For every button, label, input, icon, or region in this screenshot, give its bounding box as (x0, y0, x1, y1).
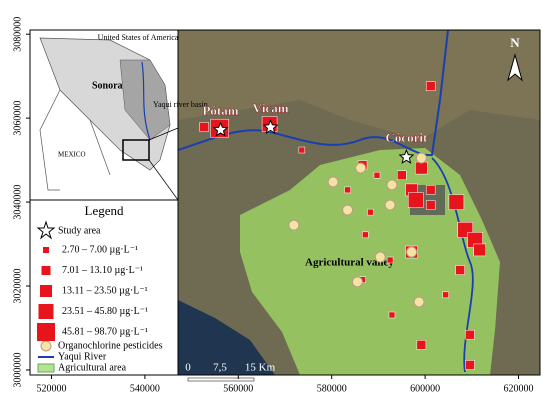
sample-site (408, 192, 424, 208)
place-label: Vícam (252, 100, 288, 115)
sample-site (465, 329, 475, 340)
x-tick-label: 580000 (317, 383, 347, 394)
pesticide-site (384, 199, 396, 211)
y-tick-label: 3020000 (12, 269, 23, 304)
inset-label: United States of America (98, 33, 179, 42)
inset-river (141, 61, 151, 141)
legend-circle (40, 340, 52, 352)
legend-square (37, 323, 55, 341)
sample-site (386, 256, 394, 264)
sample-site (367, 208, 374, 216)
legend-label: 45.81 – 98.70 µg·L⁻¹ (62, 326, 148, 337)
inset-label: Yaqui river basin (153, 100, 208, 109)
sample-site (425, 185, 436, 195)
legend-star (36, 220, 56, 240)
study-area-star (398, 148, 415, 164)
x-tick-label: 620000 (504, 383, 534, 394)
legend-label: Yaqui River (58, 351, 107, 362)
sample-site (397, 170, 407, 180)
y-tick-label: 3000000 (12, 352, 23, 387)
basin-shape (119, 59, 171, 141)
sample-site (442, 291, 449, 299)
locator-line (148, 127, 179, 141)
legend-square (38, 304, 54, 319)
inset-locator (122, 139, 150, 161)
sample-site (448, 194, 465, 210)
north-arrow (507, 53, 523, 82)
sample-site (298, 146, 306, 154)
scale-label: 0 (185, 362, 191, 374)
sea (178, 300, 275, 375)
x-tick-label: 600000 (410, 383, 440, 394)
pesticide-site (288, 219, 300, 231)
mountains (178, 30, 540, 140)
place-label: Pótam (202, 103, 238, 118)
legend-label: Study area (58, 225, 101, 236)
pesticide-site (413, 296, 425, 308)
pesticide-site (386, 179, 398, 191)
scale-label: 7,5 (213, 362, 227, 374)
place-label: Cócorit (385, 130, 428, 145)
sample-site (455, 265, 465, 275)
legend-label: Organochlorine pesticides (58, 340, 163, 351)
pesticide-site (415, 152, 427, 164)
study-area-star (262, 119, 279, 135)
sample-site (415, 161, 428, 175)
sample-site (199, 122, 209, 132)
sample-site (344, 186, 351, 194)
sample-site (416, 340, 427, 350)
inset-label: MEXICO (58, 151, 86, 159)
y-tick-label: 3080000 (12, 17, 23, 52)
x-tick-label: 520000 (36, 383, 66, 394)
x-tick-label: 560000 (223, 383, 253, 394)
sample-site (425, 81, 436, 91)
locator-line (148, 159, 179, 201)
sample-site (425, 200, 436, 210)
sample-site (362, 231, 369, 239)
legend-title: Legend (85, 203, 124, 218)
inset-label: Sonora (92, 80, 123, 91)
scale-bar (187, 377, 255, 382)
valley-label: Agricultural valley (305, 257, 394, 269)
pesticide-site (327, 176, 339, 188)
legend-label: 2.70 – 7.00 µg·L⁻¹ (62, 244, 138, 255)
y-tick-label: 3060000 (12, 101, 23, 136)
legend-label: 7.01 – 13.10 µg·L⁻¹ (62, 265, 143, 276)
study-area-star (212, 121, 229, 137)
legend-square (40, 285, 52, 297)
pesticide-site (406, 246, 418, 258)
pesticide-site (351, 276, 363, 288)
legend-label: Agricultural area (58, 362, 127, 373)
x-tick-label: 540000 (130, 383, 160, 394)
legend-label: 13.11 – 23.50 µg·L⁻¹ (62, 285, 148, 296)
legend-square (41, 266, 51, 275)
sample-site (465, 360, 475, 370)
y-tick-label: 3040000 (12, 185, 23, 220)
pesticide-site (342, 204, 354, 216)
scale-label: 15 Km (245, 362, 276, 374)
sample-site (373, 171, 381, 179)
pesticide-site (355, 162, 367, 174)
sample-site (473, 243, 487, 257)
north-label: N (510, 35, 520, 50)
pesticide-site (374, 251, 386, 263)
legend-agri (37, 363, 55, 373)
sample-site (388, 311, 396, 319)
legend-panel (29, 199, 179, 376)
legend-label: 23.51 – 45.80 µg·L⁻¹ (62, 306, 148, 317)
legend-square (43, 247, 49, 253)
inset-coast (39, 89, 111, 191)
